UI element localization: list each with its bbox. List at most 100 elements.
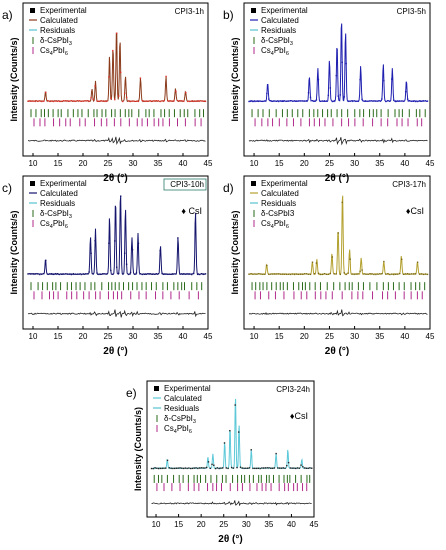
experimental-point — [305, 273, 308, 275]
experimental-point — [145, 100, 148, 102]
x-tick-label: 10 — [29, 332, 38, 341]
experimental-point — [227, 467, 229, 470]
experimental-point — [313, 100, 316, 102]
experimental-point — [177, 100, 179, 102]
experimental-point — [245, 467, 247, 469]
sample-tag-box — [163, 178, 207, 191]
experimental-point — [335, 74, 337, 77]
x-tick-label: 45 — [426, 332, 435, 341]
legend-delta-label: δ-CsPbI3 — [40, 36, 72, 47]
experimental-point — [319, 100, 322, 103]
experimental-point — [64, 100, 67, 102]
experimental-point — [271, 467, 274, 469]
legend-cs4pbi6-label: Cs4PbI6 — [40, 219, 68, 230]
legend-cs4pbi6-part-cs: Cs — [40, 46, 50, 55]
legend-residuals-label: Residuals — [261, 199, 296, 208]
experimental-point — [363, 100, 365, 102]
experimental-point — [137, 100, 140, 103]
sample-tag: CPI3-17h — [392, 180, 426, 189]
experimental-point — [287, 100, 290, 102]
experimental-point — [106, 273, 108, 275]
experimental-point — [90, 252, 92, 255]
experimental-point — [125, 263, 128, 266]
experimental-point — [161, 100, 163, 102]
experimental-point — [287, 273, 290, 275]
experimental-point — [243, 467, 245, 470]
experimental-point — [225, 467, 227, 469]
experimental-point — [70, 273, 73, 276]
experimental-point — [262, 467, 265, 469]
experimental-point — [341, 61, 343, 64]
experimental-point — [286, 100, 288, 102]
experimental-point — [141, 273, 144, 276]
experimental-point — [129, 271, 132, 274]
experimental-point — [254, 273, 256, 275]
experimental-point — [260, 100, 262, 102]
experimental-point — [82, 100, 84, 102]
experimental-point — [29, 273, 31, 275]
experimental-point — [190, 273, 193, 276]
experimental-point — [241, 467, 244, 469]
experimental-point — [100, 100, 102, 102]
experimental-point — [305, 100, 308, 102]
experimental-point — [181, 100, 183, 102]
experimental-point — [141, 99, 144, 102]
experimental-point — [58, 100, 61, 103]
experimental-point — [112, 273, 114, 275]
x-tick-label: 30 — [350, 159, 359, 168]
experimental-point — [257, 467, 260, 469]
legend-experimental-symbol — [154, 386, 159, 391]
experimental-point — [278, 100, 280, 103]
experimental-point — [169, 273, 171, 275]
y-axis-label: Intensity (Counts/s) — [9, 37, 19, 121]
experimental-point — [323, 272, 326, 275]
legend-experimental-label: Experimental — [40, 179, 87, 188]
x-tick-label: 30 — [129, 332, 138, 341]
experimental-point — [315, 262, 318, 264]
experimental-point — [387, 99, 389, 102]
experimental-point — [64, 273, 67, 275]
experimental-point — [149, 100, 151, 102]
legend-calculated-label: Calculated — [40, 16, 78, 25]
experimental-point — [325, 100, 328, 102]
experimental-point — [195, 467, 197, 469]
experimental-point — [119, 71, 122, 74]
experimental-point — [404, 273, 407, 275]
experimental-point — [110, 269, 112, 272]
experimental-point — [287, 461, 290, 464]
experimental-point — [47, 100, 49, 102]
experimental-point — [153, 100, 155, 102]
experimental-point — [165, 273, 167, 275]
experimental-point — [379, 100, 381, 102]
experimental-point — [353, 273, 355, 276]
experimental-point — [284, 100, 286, 102]
panel-letter: e) — [126, 386, 137, 400]
experimental-point — [381, 98, 383, 100]
experimental-point — [86, 273, 88, 275]
experimental-point — [74, 100, 77, 102]
experimental-point — [151, 273, 153, 275]
experimental-point — [274, 100, 276, 102]
experimental-point — [275, 452, 277, 455]
experimental-point — [147, 100, 150, 102]
experimental-point — [349, 258, 351, 260]
experimental-point — [339, 94, 341, 96]
experimental-point — [41, 273, 43, 275]
experimental-point — [232, 467, 235, 469]
residuals-line — [27, 136, 206, 145]
experimental-point — [385, 273, 387, 275]
experimental-point — [276, 273, 278, 275]
experimental-point — [139, 273, 142, 275]
experimental-point — [114, 98, 116, 101]
experimental-point — [337, 232, 339, 234]
experimental-point — [214, 467, 217, 470]
experimental-point — [363, 273, 365, 275]
experimental-point — [321, 100, 324, 102]
panel-a: 10 15 20 25 30 35 40 45 2θ (°) Intensity (Counts/… — [2, 2, 213, 184]
x-tick-label: 25 — [325, 332, 334, 341]
experimental-point — [385, 100, 387, 103]
experimental-point — [118, 272, 120, 275]
experimental-point — [289, 273, 292, 276]
experimental-point — [193, 467, 195, 469]
